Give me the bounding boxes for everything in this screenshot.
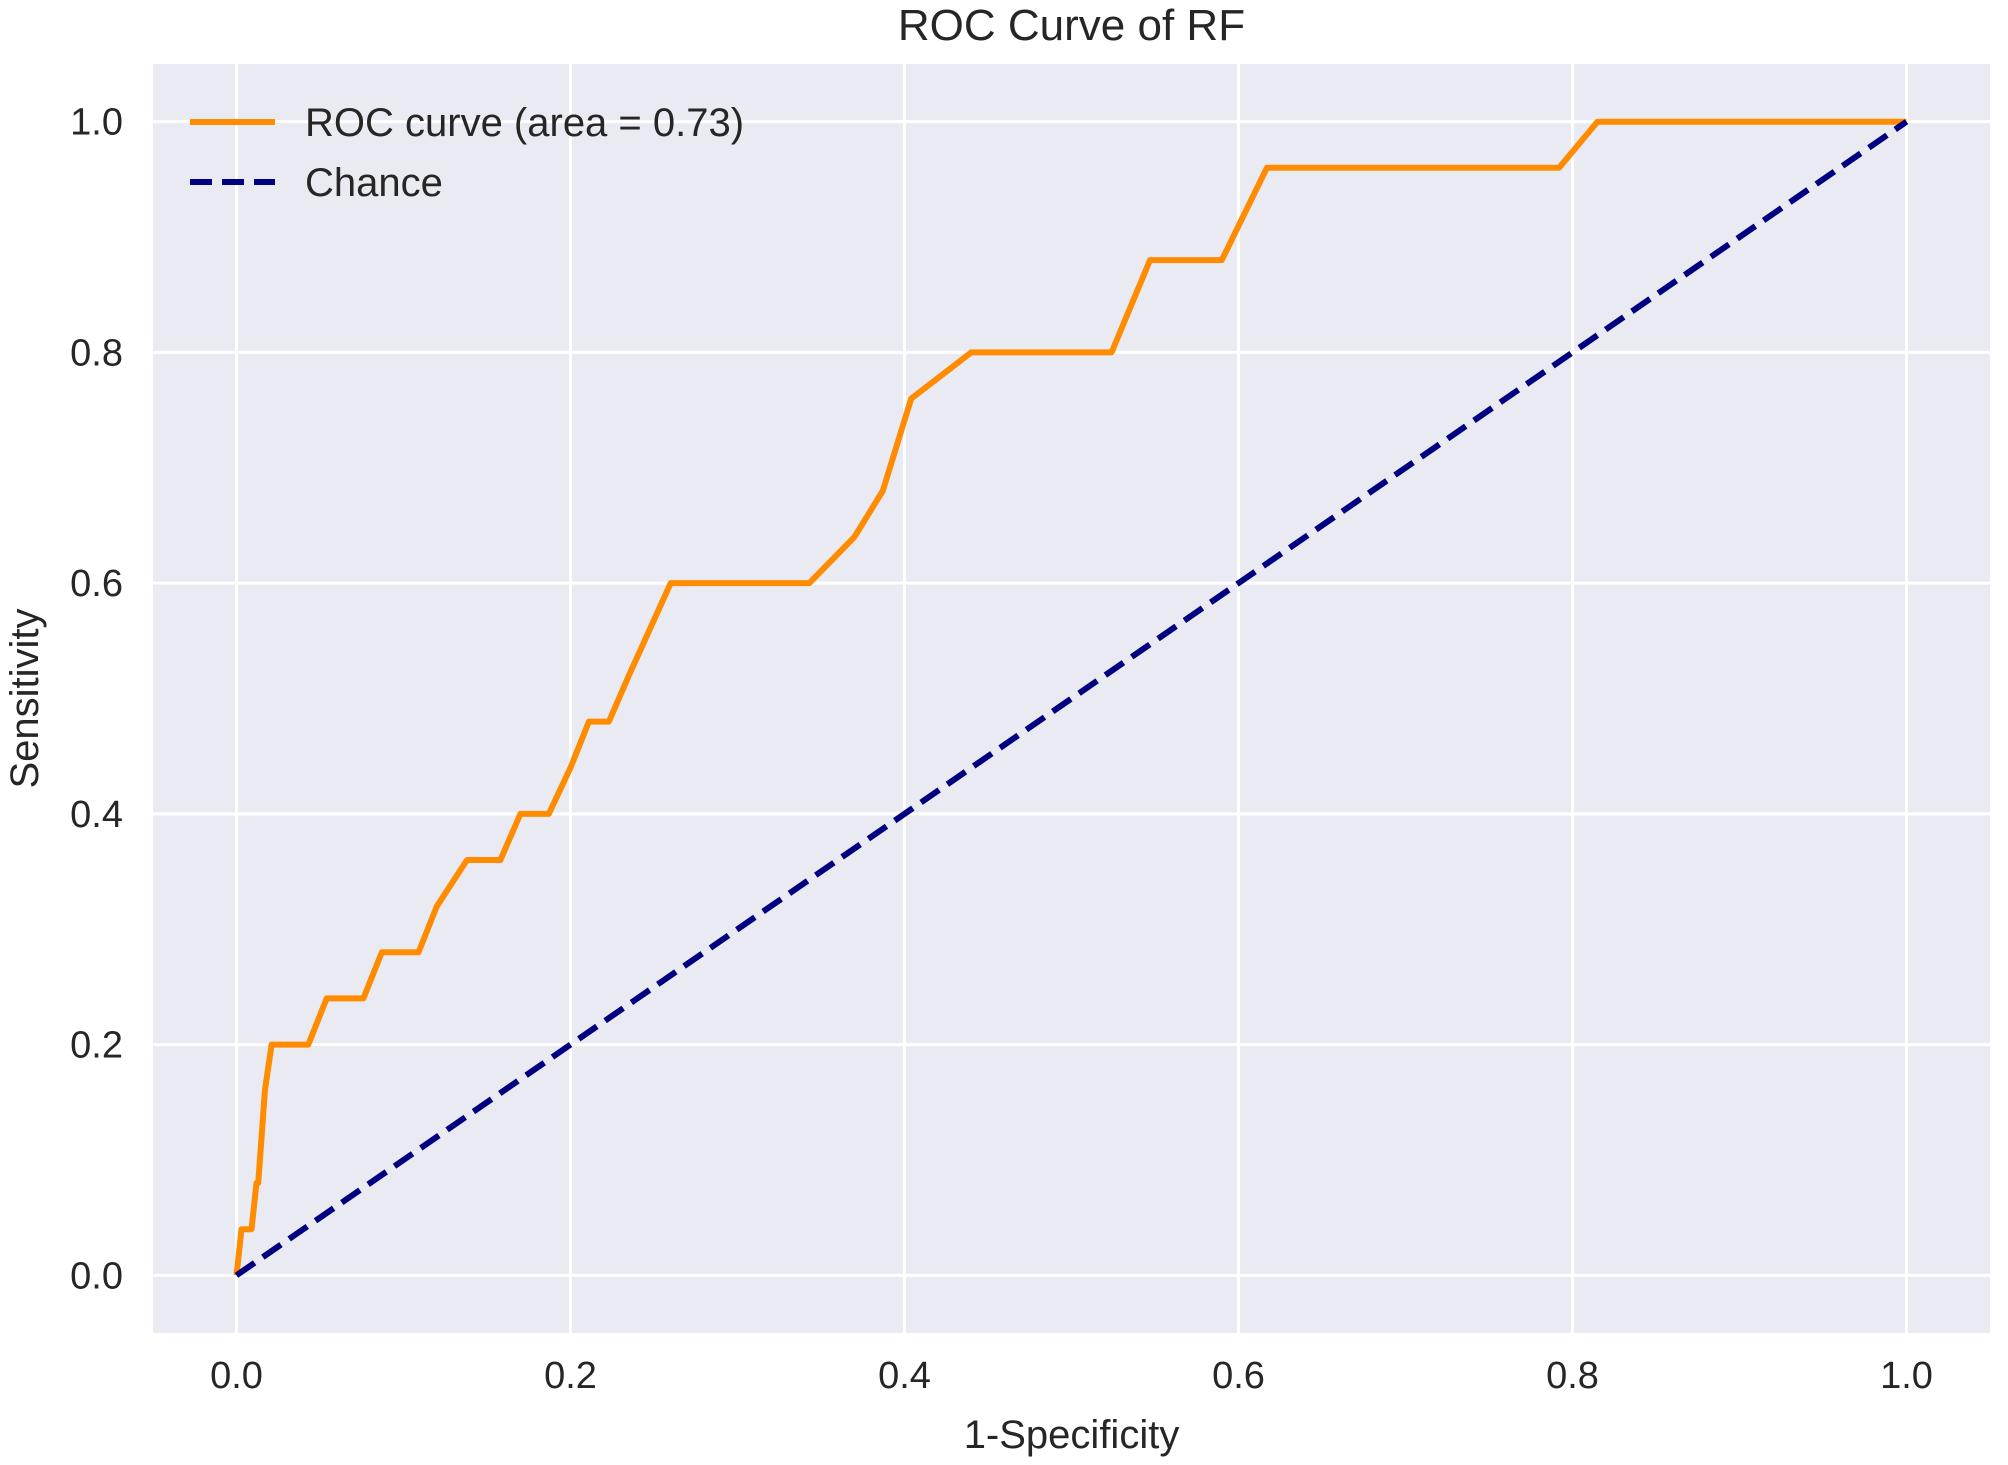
y-tick-label: 0.4 (70, 794, 123, 836)
x-tick-label: 0.2 (544, 1355, 597, 1397)
y-tick-label: 1.0 (70, 102, 123, 144)
y-axis-label: Sensitivity (3, 608, 47, 788)
roc-curve-line (233, 118, 1907, 1276)
y-tick-label: 0.2 (70, 1025, 123, 1067)
x-tick-label: 0.0 (210, 1355, 263, 1397)
x-tick-label: 0.6 (1212, 1355, 1265, 1397)
x-tick-label: 0.4 (878, 1355, 931, 1397)
y-tick-label: 0.0 (70, 1255, 123, 1297)
legend-label: Chance (305, 161, 443, 205)
x-tick-label: 1.0 (1880, 1355, 1933, 1397)
legend-label: ROC curve (area = 0.73) (305, 101, 744, 145)
x-tick-label: 0.8 (1546, 1355, 1599, 1397)
series-layer (233, 118, 1909, 1278)
y-tick-label: 0.8 (70, 332, 123, 374)
y-axis-ticks: 0.0 0.2 0.4 0.6 0.8 1.0 (70, 102, 123, 1298)
x-axis-label: 1-Specificity (964, 1413, 1180, 1457)
x-axis-ticks: 0.0 0.2 0.4 0.6 0.8 1.0 (210, 1355, 1933, 1397)
chance-line (234, 119, 1909, 1278)
chart-title: ROC Curve of RF (898, 1, 1245, 50)
y-tick-label: 0.6 (70, 563, 123, 605)
legend: ROC curve (area = 0.73) Chance (190, 101, 744, 205)
